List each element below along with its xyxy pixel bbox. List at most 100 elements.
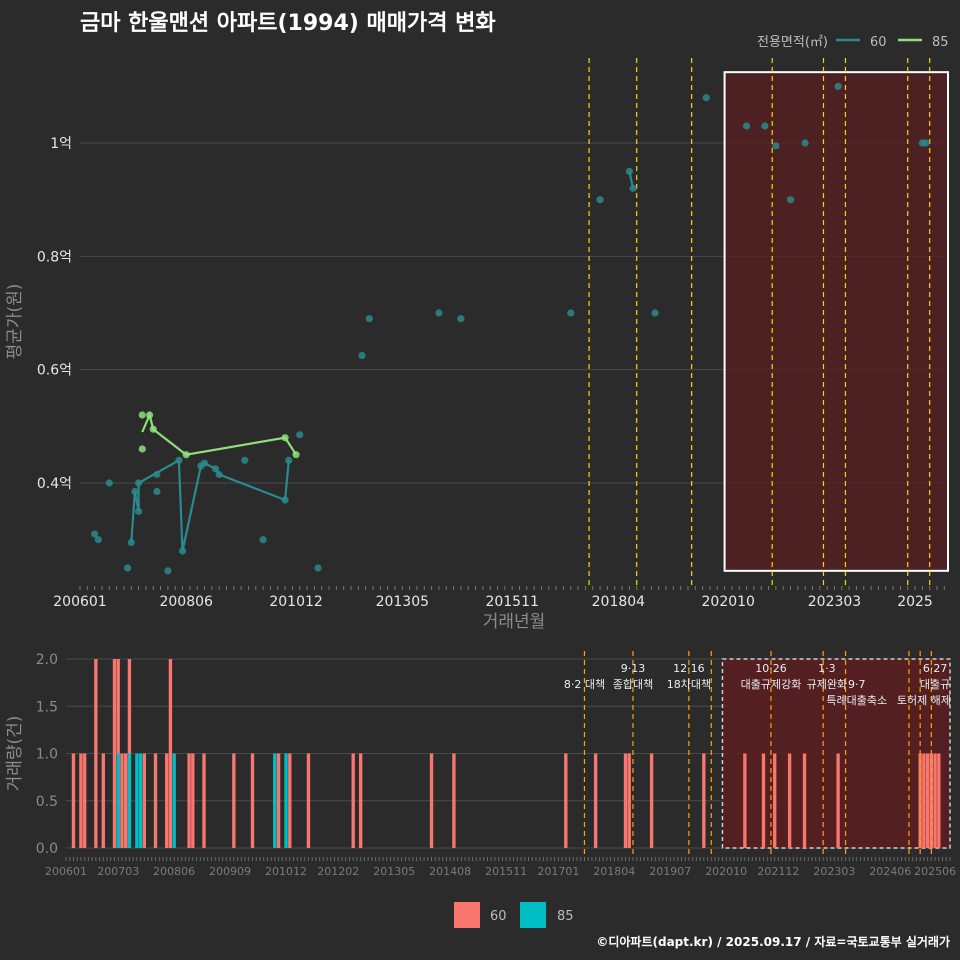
price-point-60 — [314, 564, 322, 572]
volume-x-tick-label: 200601 — [45, 865, 87, 878]
volume-x-tick-label: 202112 — [757, 865, 799, 878]
price-point-60 — [834, 82, 842, 90]
volume-x-tick-label: 201202 — [317, 865, 359, 878]
price-x-tick-label: 2025 — [897, 594, 933, 610]
volume-y-tick-label: 1.5 — [36, 699, 58, 715]
volume-bar-60 — [937, 753, 941, 848]
volume-bar-60 — [649, 753, 654, 848]
volume-legend-key-85 — [520, 902, 546, 928]
price-x-tick-label: 202010 — [702, 594, 755, 610]
price-point-60 — [801, 139, 809, 147]
volume-policy-annotation: 9·7 — [848, 678, 866, 691]
volume-legend-label-60: 60 — [490, 909, 507, 924]
volume-bar-85 — [127, 753, 132, 848]
volume-x-tick-label: 201701 — [537, 865, 579, 878]
price-y-tick-label: 0.6억 — [37, 363, 72, 379]
volume-policy-annotation: 규제완화 — [807, 678, 847, 691]
volume-bar-60 — [165, 753, 169, 848]
volume-bar-60 — [142, 753, 147, 848]
volume-bar-60 — [94, 659, 98, 848]
volume-bar-60 — [79, 753, 83, 848]
price-x-tick-label: 200601 — [53, 594, 106, 610]
volume-y-tick-label: 0.5 — [36, 794, 58, 810]
volume-y-tick-label: 1.0 — [36, 747, 58, 763]
volume-x-tick-label: 201305 — [373, 865, 415, 878]
price-point-60 — [922, 139, 930, 147]
volume-policy-annotation: 9·13 — [621, 662, 646, 675]
price-point-60 — [629, 184, 637, 192]
volume-y-tick-label: 0.0 — [36, 841, 58, 857]
price-point-60 — [742, 122, 751, 130]
price-y-tick-label: 1억 — [50, 136, 72, 152]
price-point-85 — [292, 451, 300, 459]
price-point-60 — [211, 465, 220, 473]
volume-bar-60 — [112, 659, 117, 848]
price-point-60 — [241, 456, 249, 464]
price-point-60 — [772, 142, 780, 150]
volume-bar-60 — [351, 753, 355, 848]
volume-bar-60 — [564, 753, 568, 848]
volume-bar-85 — [273, 753, 277, 848]
volume-bar-60 — [120, 753, 124, 848]
volume-policy-annotation: 6·27 — [923, 662, 948, 675]
volume-bar-85 — [284, 753, 288, 848]
price-point-85 — [138, 445, 146, 453]
volume-legend-label-85: 85 — [557, 909, 574, 924]
price-point-60 — [127, 538, 135, 547]
price-point-85 — [149, 425, 157, 433]
price-highlight-box — [723, 71, 949, 572]
volume-bar-60 — [71, 753, 76, 848]
chart-title: 금마 한울맨션 아파트(1994) 매매가격 변화 — [80, 11, 496, 36]
price-x-tick-label: 202303 — [808, 594, 861, 610]
volume-highlight-box — [721, 658, 951, 849]
volume-bar-60 — [627, 753, 631, 848]
volume-policy-annotation: 대출규제강화 — [741, 678, 802, 691]
volume-bar-60 — [191, 753, 195, 848]
price-point-60 — [625, 167, 633, 175]
price-point-60 — [215, 470, 223, 479]
price-x-tick-label: 200806 — [159, 594, 213, 610]
price-point-60 — [91, 530, 99, 538]
price-point-60 — [105, 479, 113, 487]
volume-bar-60 — [202, 753, 206, 848]
price-x-axis-title: 거래년월 — [483, 612, 546, 632]
volume-bar-60 — [232, 753, 236, 848]
volume-bar-60 — [922, 753, 926, 848]
volume-bar-60 — [276, 753, 281, 848]
volume-bar-60 — [773, 753, 777, 848]
volume-panel: 0.0 0.5 1.0 1.5 2.0 8·2 대책 9·13 종합대책 12·16 18차대책 1… — [5, 651, 956, 878]
price-point-60 — [153, 487, 161, 496]
volume-x-tick-label: 202506 — [914, 865, 956, 878]
price-point-60 — [296, 431, 304, 439]
volume-bar-60 — [358, 753, 363, 848]
volume-bar-85 — [135, 753, 139, 848]
volume-x-tick-label: 202010 — [705, 865, 747, 878]
price-x-tick-label: 201012 — [269, 594, 322, 610]
volume-bar-60 — [929, 753, 934, 848]
source-caption: ©디아파트(dapt.kr) / 2025.09.17 / 자료=국토교통부 실… — [596, 934, 950, 949]
price-x-tick-label: 201511 — [485, 594, 538, 610]
price-point-60 — [761, 122, 769, 130]
price-point-60 — [281, 496, 289, 504]
price-point-60 — [153, 470, 161, 479]
volume-policy-annotation: 12·16 — [673, 662, 705, 675]
price-point-60 — [365, 315, 373, 323]
volume-x-tick-label: 202303 — [813, 865, 855, 878]
volume-policy-annotation: 대출규 — [920, 678, 950, 691]
price-point-60 — [567, 309, 575, 317]
volume-bar-60 — [124, 753, 128, 848]
price-point-60 — [124, 564, 132, 572]
volume-bar-60 — [82, 753, 87, 848]
price-point-60 — [175, 456, 183, 464]
volume-x-tick-label: 200806 — [153, 865, 195, 878]
volume-bar-60 — [452, 753, 456, 848]
price-x-tick-label: 201804 — [592, 594, 646, 610]
volume-x-tick-label: 200703 — [97, 865, 139, 878]
price-point-60 — [94, 536, 102, 544]
price-point-60 — [259, 536, 267, 544]
volume-legend: 60 85 — [454, 902, 574, 928]
volume-bar-85 — [172, 753, 176, 848]
volume-y-tick-label: 2.0 — [36, 652, 58, 668]
price-line-85 — [141, 411, 298, 456]
